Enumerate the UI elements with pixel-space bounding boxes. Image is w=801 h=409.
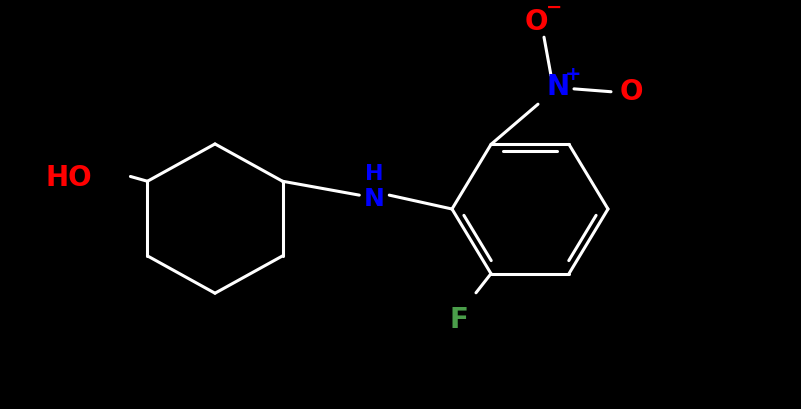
- Text: H: H: [365, 164, 384, 184]
- Text: N: N: [364, 187, 384, 211]
- Text: F: F: [449, 306, 469, 334]
- Text: +: +: [565, 65, 582, 84]
- Text: −: −: [545, 0, 562, 17]
- Text: HO: HO: [46, 164, 92, 192]
- Text: N: N: [546, 73, 570, 101]
- Text: O: O: [619, 78, 642, 106]
- Text: O: O: [524, 8, 548, 36]
